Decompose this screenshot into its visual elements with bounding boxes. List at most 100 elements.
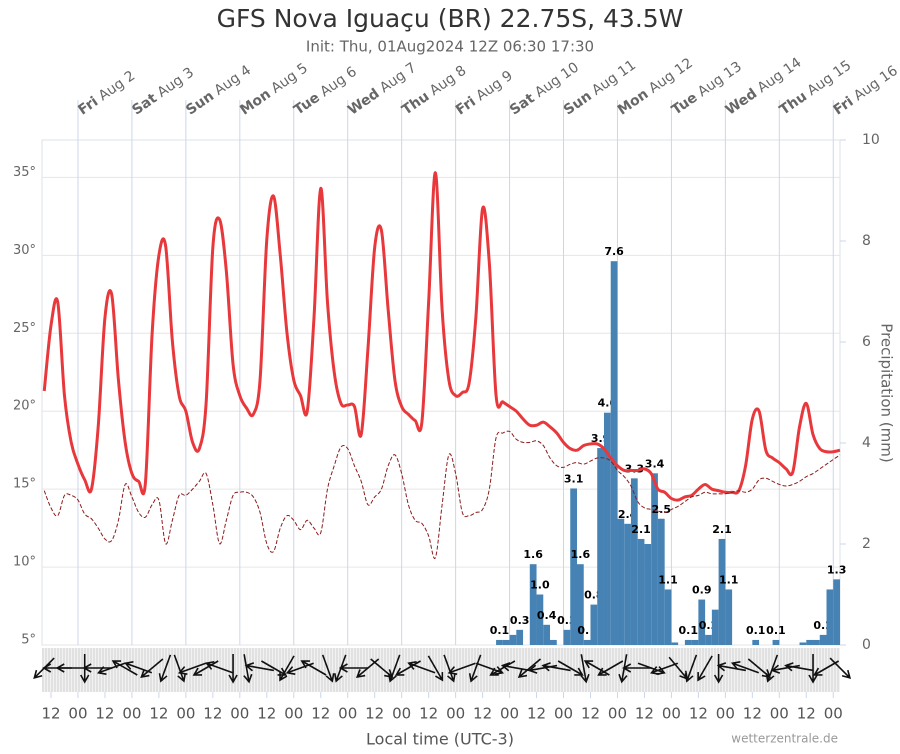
x-tick-label: 12 [473, 705, 492, 723]
x-tick-label: 00 [68, 705, 87, 723]
y2-tick-label: 0 [862, 637, 871, 653]
x-tick-label: 00 [500, 705, 519, 723]
wind-arrow [111, 660, 138, 676]
precip-bar [630, 478, 638, 645]
wind-arrow [557, 660, 584, 676]
precip-bar [570, 488, 577, 645]
day-date: Aug 7 [373, 60, 419, 99]
precip-bar [603, 412, 611, 645]
precip-bar [651, 473, 658, 645]
x-tick-label: 12 [41, 705, 60, 723]
x-tick-label: 00 [122, 705, 141, 723]
bar-value-label: 0.4 [537, 609, 557, 622]
wind-arrow [489, 660, 516, 676]
wind-arrow [228, 654, 238, 684]
wind-arrow [468, 654, 482, 683]
wind-arrow [716, 662, 747, 672]
precip-bar [583, 639, 591, 645]
bar-value-label: 1.3 [827, 563, 847, 576]
y-tick-label: 15° [13, 477, 36, 492]
x-tick-label: 00 [716, 705, 735, 723]
wind-arrow [321, 654, 335, 683]
chart-title: GFS Nova Iguaçu (BR) 22.75S, 43.5W [217, 4, 684, 33]
precip-bar [644, 544, 652, 645]
precip-bar [833, 579, 840, 645]
wind-arrow [447, 662, 476, 675]
wind-arrow [140, 658, 164, 679]
precip-bar [617, 518, 625, 645]
y-tick-label: 25° [13, 321, 36, 336]
bar-value-label: 2.1 [712, 523, 732, 536]
temperature-line [42, 171, 841, 502]
day-date: Aug 5 [265, 60, 311, 99]
wind-arrow [597, 660, 624, 676]
wind-arrow [387, 654, 401, 683]
day-date: Aug 9 [470, 68, 516, 107]
x-tick-label: 12 [203, 705, 222, 723]
wind-arrow [338, 663, 369, 673]
wind-arrow [770, 664, 800, 674]
wind-arrow [82, 663, 113, 673]
day-label: Fri Aug 2 [75, 68, 138, 119]
bar-value-label: 7.6 [604, 245, 624, 258]
y-tick-label: 10° [13, 555, 36, 570]
x-tick-label: 00 [770, 705, 789, 723]
precip-bar [509, 634, 517, 645]
precip-bar [819, 634, 827, 645]
y2-axis-label: Precipitation (mm) [878, 323, 896, 462]
bar-value-label: 0.1 [746, 624, 766, 637]
dewpoint-line [43, 430, 841, 560]
precip-bar [806, 639, 814, 645]
precip-bar [516, 629, 524, 645]
precip-bar [705, 634, 712, 645]
wind-arrow [173, 654, 187, 683]
x-tick-label: 12 [311, 705, 330, 723]
wind-arrow [244, 662, 274, 672]
precip-bar [610, 261, 618, 645]
precip-bar [496, 639, 503, 645]
wind-arrow [583, 660, 610, 676]
bar-value-label: 0.1 [766, 624, 786, 637]
wind-arrow [829, 657, 852, 680]
x-tick-label: 12 [743, 705, 762, 723]
x-tick-label: 00 [392, 705, 411, 723]
day-date: Aug 16 [847, 63, 900, 107]
wind-arrow [279, 655, 295, 682]
x-tick-label: 12 [149, 705, 168, 723]
bar-value-label: 2.5 [652, 503, 672, 516]
precip-bar [576, 564, 584, 645]
y2-tick-label: 10 [862, 132, 880, 148]
y2-tick-label: 8 [862, 233, 871, 249]
day-date: Aug 3 [151, 64, 197, 103]
precip-bar [826, 589, 834, 645]
x-tick-label: 12 [635, 705, 654, 723]
wind-arrow [300, 660, 327, 676]
wind-arrow [443, 654, 456, 683]
bar-value-label: 0.3 [510, 614, 530, 627]
x-tick-label: 00 [662, 705, 681, 723]
y-tick-label: 30° [13, 243, 36, 258]
wind-arrow [684, 654, 698, 683]
precip-bar [772, 639, 780, 645]
wind-arrow [394, 660, 421, 676]
x-tick-label: 00 [554, 705, 573, 723]
x-tick-label: 00 [176, 705, 195, 723]
bar-value-label: 2.1 [631, 523, 651, 536]
precip-bar [550, 639, 557, 645]
bar-value-label: 3.4 [645, 457, 665, 470]
wind-arrow [407, 661, 436, 674]
bar-value-label: 0.1 [679, 624, 699, 637]
y2-tick-label: 2 [862, 536, 871, 552]
x-axis-label: Local time (UTC-3) [366, 730, 514, 749]
wind-arrow [808, 654, 818, 684]
wind-arrow [527, 664, 558, 674]
precip-bar [711, 609, 719, 645]
precip-bar [684, 639, 692, 645]
wind-strip [42, 648, 840, 692]
y2-tick-label: 4 [862, 435, 871, 451]
wind-arrow [500, 662, 531, 672]
x-tick-label: 00 [446, 705, 465, 723]
x-tick-label: 00 [608, 705, 627, 723]
